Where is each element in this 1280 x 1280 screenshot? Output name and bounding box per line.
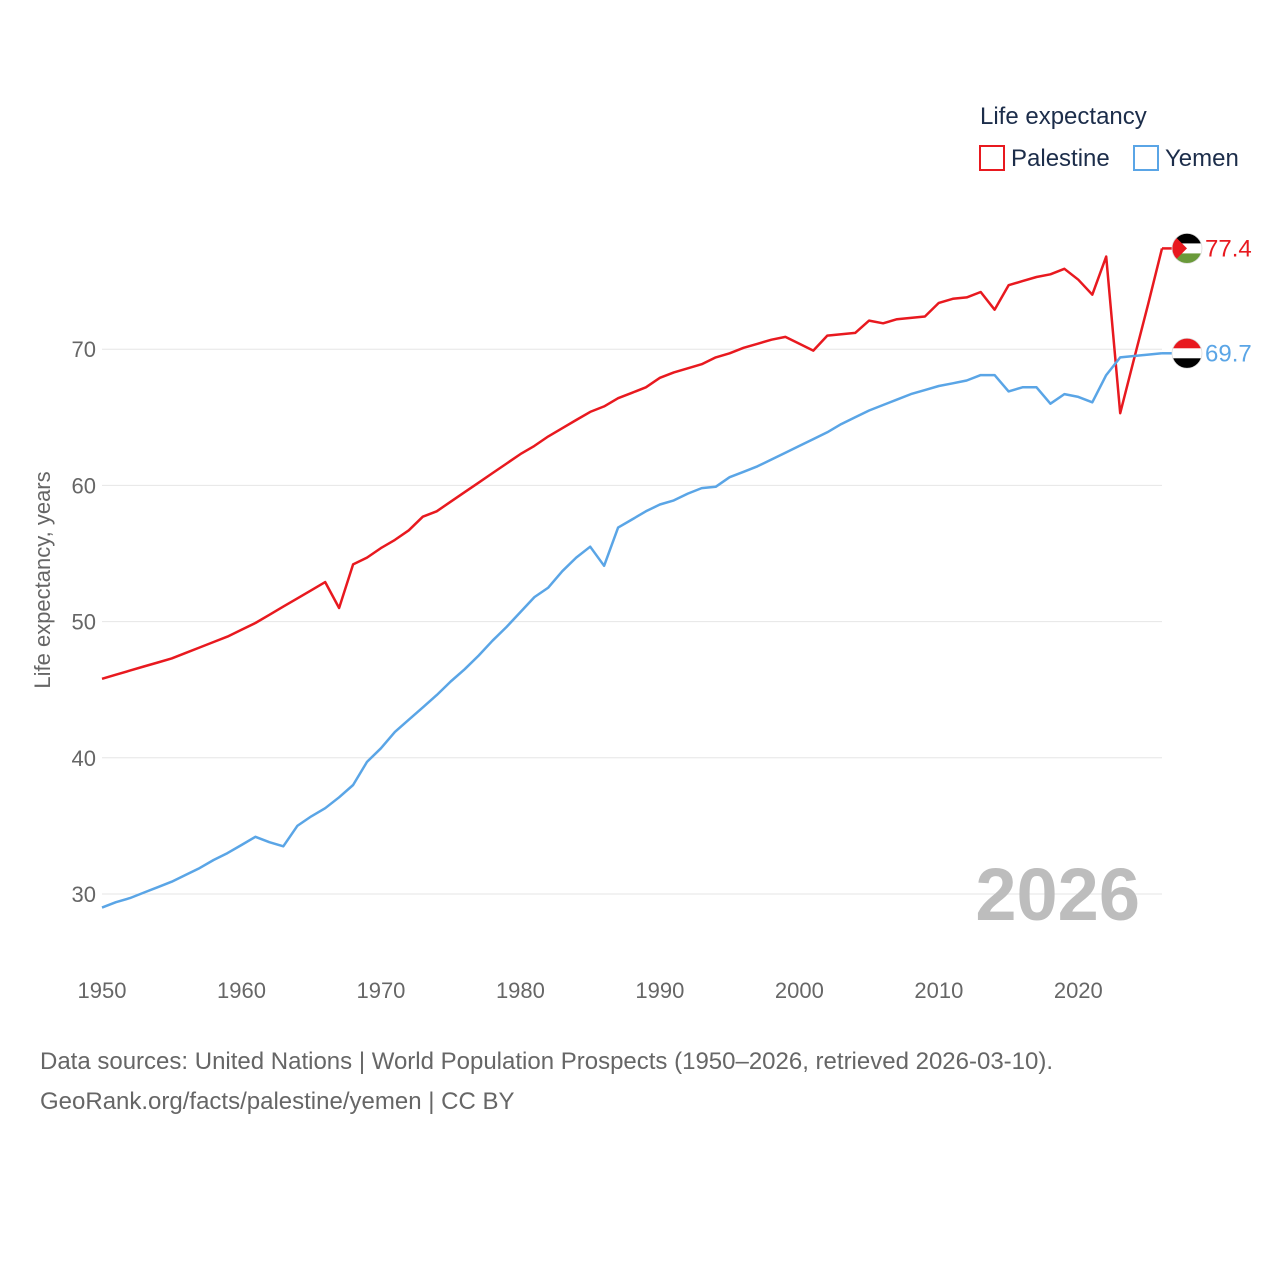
y-tick-label: 60: [72, 473, 96, 498]
y-axis-ticks: 30 40 50 60 70: [72, 337, 96, 907]
yemen-flag: [1172, 338, 1202, 369]
footer: Data sources: United Nations | World Pop…: [40, 1042, 1240, 1122]
x-tick-label: 1950: [78, 978, 127, 1003]
series-endpoints: 77.4 69.7: [1162, 233, 1252, 369]
x-tick-label: 2020: [1054, 978, 1103, 1003]
x-tick-label: 1980: [496, 978, 545, 1003]
y-tick-label: 50: [72, 610, 96, 635]
end-value-label-yemen: 69.7: [1205, 340, 1252, 367]
x-tick-label: 1960: [217, 978, 266, 1003]
y-tick-label: 70: [72, 337, 96, 362]
x-tick-label: 1970: [356, 978, 405, 1003]
legend-title: Life expectancy: [980, 103, 1147, 130]
line-chart: 30 40 50 60 70 1950 1960 1970 1980 1990 2000 2010 2…: [30, 103, 1252, 1003]
flag-outline: [1171, 337, 1203, 369]
series-lines: [101, 248, 1164, 909]
legend-label-yemen: Yemen: [1165, 145, 1239, 172]
legend-swatch-yemen: [1133, 145, 1159, 171]
footer-sources: Data sources: United Nations | World Pop…: [40, 1048, 1054, 1075]
series-line-palestine: [101, 248, 1164, 680]
footer-attribution: GeoRank.org/facts/palestine/yemen | CC B…: [40, 1088, 515, 1115]
x-axis-ticks: 1950 1960 1970 1980 1990 2000 2010 2020: [78, 978, 1103, 1003]
grid-lines: [102, 348, 1162, 895]
palestine-flag: [1172, 233, 1202, 264]
legend-label-palestine: Palestine: [1011, 145, 1110, 172]
legend-swatch-palestine: [979, 145, 1005, 171]
series-line-yemen: [101, 352, 1163, 909]
flag-outline: [1171, 233, 1203, 264]
x-tick-label: 2010: [914, 978, 963, 1003]
legend: Life expectancy Palestine Yemen: [979, 103, 1239, 172]
end-value-label-palestine: 77.4: [1205, 235, 1252, 262]
y-tick-label: 30: [72, 882, 96, 907]
current-year-label: 2026: [975, 853, 1140, 936]
x-tick-label: 2000: [775, 978, 824, 1003]
y-tick-label: 40: [72, 746, 96, 771]
y-axis-title: Life expectancy, years: [30, 471, 55, 688]
x-tick-label: 1990: [635, 978, 684, 1003]
